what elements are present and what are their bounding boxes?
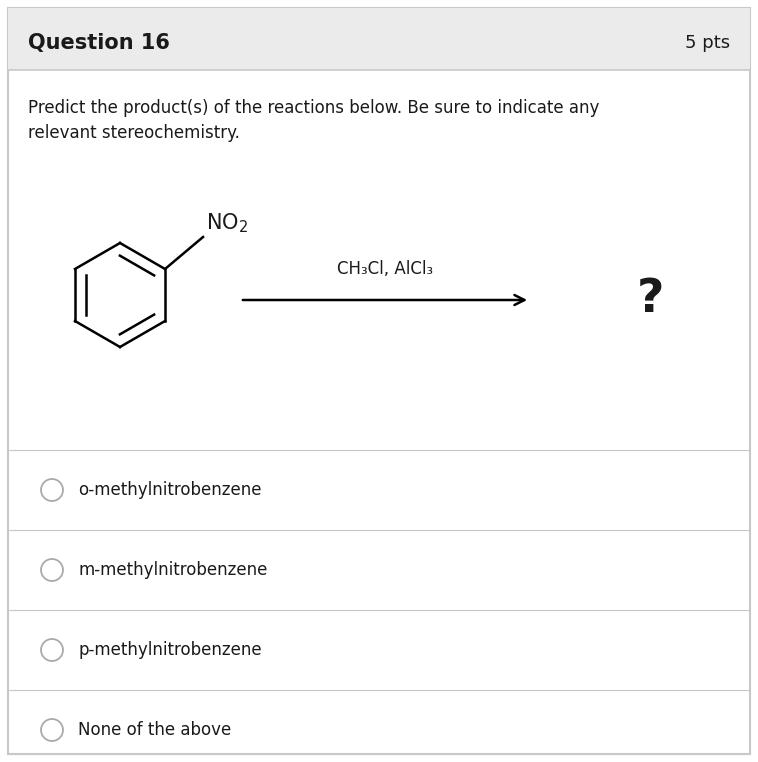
Text: o-methylnitrobenzene: o-methylnitrobenzene — [78, 481, 262, 499]
Text: ?: ? — [636, 277, 664, 322]
Text: Question 16: Question 16 — [28, 33, 170, 53]
Text: 5 pts: 5 pts — [685, 34, 730, 52]
Text: relevant stereochemistry.: relevant stereochemistry. — [28, 124, 240, 142]
Text: m-methylnitrobenzene: m-methylnitrobenzene — [78, 561, 268, 579]
Text: p-methylnitrobenzene: p-methylnitrobenzene — [78, 641, 262, 659]
Text: Predict the product(s) of the reactions below. Be sure to indicate any: Predict the product(s) of the reactions … — [28, 99, 600, 117]
Text: $\mathregular{NO_2}$: $\mathregular{NO_2}$ — [206, 211, 248, 235]
Text: None of the above: None of the above — [78, 721, 231, 739]
Text: CH₃Cl, AlCl₃: CH₃Cl, AlCl₃ — [337, 260, 433, 278]
Bar — [8, 8, 750, 70]
